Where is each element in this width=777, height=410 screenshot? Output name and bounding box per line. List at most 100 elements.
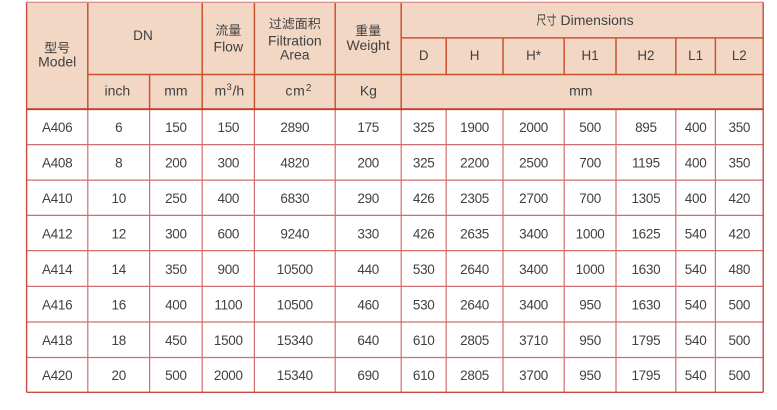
svg-text:325: 325 <box>413 120 435 135</box>
svg-text:1795: 1795 <box>631 368 660 383</box>
svg-text:200: 200 <box>357 156 379 171</box>
svg-text:426: 426 <box>413 191 435 206</box>
svg-text:1630: 1630 <box>631 298 660 313</box>
svg-text:6830: 6830 <box>280 191 309 206</box>
svg-text:175: 175 <box>357 120 379 135</box>
svg-text:DN: DN <box>133 28 153 43</box>
svg-text:420: 420 <box>728 191 750 206</box>
svg-text:1000: 1000 <box>576 226 605 241</box>
svg-text:1630: 1630 <box>631 262 660 277</box>
svg-text:4820: 4820 <box>280 156 309 171</box>
svg-text:2640: 2640 <box>460 262 489 277</box>
svg-text:530: 530 <box>413 262 435 277</box>
svg-text:Weight: Weight <box>347 37 390 53</box>
svg-text:2000: 2000 <box>519 120 548 135</box>
svg-text:H2: H2 <box>637 48 654 63</box>
svg-text:10: 10 <box>111 191 125 206</box>
svg-text:mm: mm <box>164 83 187 99</box>
svg-text:610: 610 <box>413 368 435 383</box>
svg-text:Model: Model <box>38 54 76 70</box>
svg-text:H: H <box>470 48 480 63</box>
svg-text:500: 500 <box>728 298 750 313</box>
svg-text:460: 460 <box>357 298 379 313</box>
svg-text:690: 690 <box>357 368 379 383</box>
svg-text:950: 950 <box>579 368 601 383</box>
svg-text:10500: 10500 <box>277 298 313 313</box>
svg-text:3700: 3700 <box>519 368 548 383</box>
svg-text:350: 350 <box>728 120 750 135</box>
svg-text:300: 300 <box>217 156 239 171</box>
svg-text:530: 530 <box>413 298 435 313</box>
svg-text:500: 500 <box>728 368 750 383</box>
svg-text:A410: A410 <box>42 191 72 206</box>
svg-text:A416: A416 <box>42 298 72 313</box>
svg-text:H*: H* <box>526 48 541 63</box>
svg-text:6: 6 <box>115 120 122 135</box>
svg-text:480: 480 <box>728 262 750 277</box>
svg-text:2635: 2635 <box>460 226 489 241</box>
svg-text:540: 540 <box>685 262 707 277</box>
svg-text:350: 350 <box>165 262 187 277</box>
svg-text:14: 14 <box>111 262 126 277</box>
svg-text:2890: 2890 <box>280 120 309 135</box>
svg-text:mm: mm <box>569 83 592 99</box>
svg-text:600: 600 <box>217 226 239 241</box>
svg-text:2805: 2805 <box>460 368 489 383</box>
svg-text:540: 540 <box>685 333 707 348</box>
svg-text:Area: Area <box>280 46 310 62</box>
svg-text:2500: 2500 <box>519 156 548 171</box>
svg-text:16: 16 <box>111 298 125 313</box>
svg-text:A418: A418 <box>42 333 72 348</box>
svg-text:A406: A406 <box>42 120 72 135</box>
svg-text:3400: 3400 <box>519 262 548 277</box>
svg-text:18: 18 <box>111 333 125 348</box>
svg-text:1305: 1305 <box>631 191 660 206</box>
svg-text:15340: 15340 <box>277 333 313 348</box>
svg-text:610: 610 <box>413 333 435 348</box>
svg-text:426: 426 <box>413 226 435 241</box>
svg-text:330: 330 <box>357 226 379 241</box>
svg-text:A408: A408 <box>42 156 72 171</box>
svg-text:Kg: Kg <box>360 83 377 99</box>
svg-text:540: 540 <box>685 298 707 313</box>
svg-text:150: 150 <box>217 120 239 135</box>
svg-text:10500: 10500 <box>277 262 313 277</box>
svg-text:Filtration: Filtration <box>268 32 322 48</box>
svg-text:440: 440 <box>357 262 379 277</box>
svg-text:400: 400 <box>685 120 707 135</box>
svg-text:inch: inch <box>104 83 130 99</box>
svg-text:400: 400 <box>165 298 187 313</box>
svg-text:L2: L2 <box>732 48 747 63</box>
svg-text:1100: 1100 <box>214 298 242 313</box>
svg-text:950: 950 <box>579 298 601 313</box>
svg-text:3: 3 <box>227 82 232 93</box>
svg-text:540: 540 <box>685 226 707 241</box>
svg-text:3710: 3710 <box>519 333 548 348</box>
svg-text:325: 325 <box>413 156 435 171</box>
svg-text:420: 420 <box>728 226 750 241</box>
svg-text:1500: 1500 <box>214 333 243 348</box>
svg-text:1795: 1795 <box>631 333 660 348</box>
svg-text:12: 12 <box>111 226 125 241</box>
svg-text:700: 700 <box>579 156 601 171</box>
svg-text:640: 640 <box>357 333 379 348</box>
svg-text:1625: 1625 <box>631 226 660 241</box>
svg-text:m: m <box>215 83 227 99</box>
svg-text:A414: A414 <box>42 262 73 277</box>
svg-text:1000: 1000 <box>576 262 605 277</box>
svg-text:2000: 2000 <box>214 368 243 383</box>
svg-text:2200: 2200 <box>460 156 489 171</box>
svg-text:895: 895 <box>635 120 657 135</box>
svg-text:350: 350 <box>728 156 750 171</box>
svg-text:1900: 1900 <box>460 120 489 135</box>
svg-text:H1: H1 <box>582 48 599 63</box>
svg-text:500: 500 <box>165 368 187 383</box>
svg-text:400: 400 <box>685 156 707 171</box>
svg-text:700: 700 <box>579 191 601 206</box>
svg-text:950: 950 <box>579 333 601 348</box>
svg-text:9240: 9240 <box>280 226 309 241</box>
svg-text:/h: /h <box>233 83 245 99</box>
svg-text:D: D <box>419 48 429 63</box>
svg-text:Flow: Flow <box>214 38 244 54</box>
svg-text:2: 2 <box>306 83 312 94</box>
